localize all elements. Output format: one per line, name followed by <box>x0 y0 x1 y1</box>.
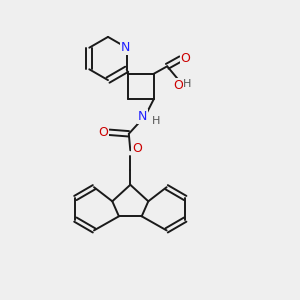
Text: O: O <box>132 142 142 155</box>
Text: O: O <box>173 79 183 92</box>
Text: N: N <box>121 41 130 54</box>
Text: N: N <box>138 110 147 123</box>
Text: O: O <box>98 126 108 139</box>
Text: H: H <box>152 116 160 126</box>
Text: H: H <box>183 79 191 89</box>
Text: O: O <box>180 52 190 65</box>
